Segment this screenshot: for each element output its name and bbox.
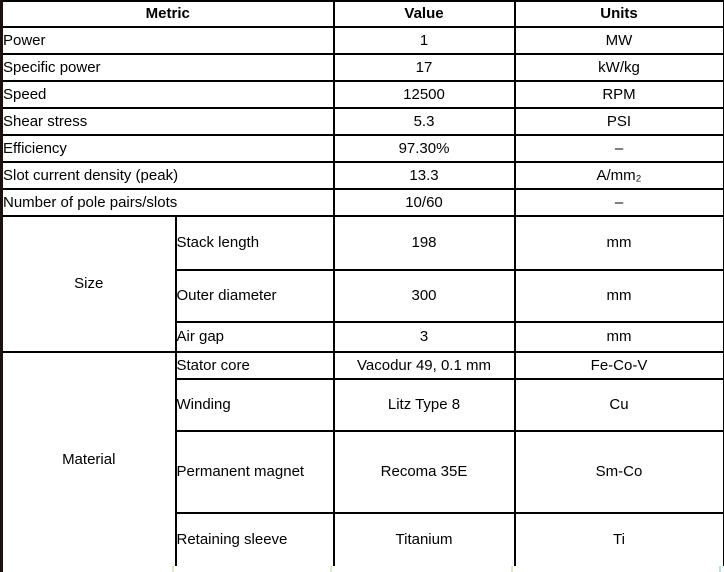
table-row-slot-current-density: Slot current density (peak) 13.3 A/mm₂ — [0, 161, 724, 190]
cell-units[interactable]: Cu — [513, 378, 724, 432]
cell-metric[interactable]: Number of pole pairs/slots — [0, 188, 335, 217]
faint-gridline — [172, 566, 174, 572]
cell-group-size[interactable]: Size — [0, 215, 177, 353]
cell-metric[interactable]: Outer diameter — [174, 269, 335, 323]
cell-metric[interactable]: Permanent magnet — [174, 430, 335, 514]
cell-units[interactable]: mm — [513, 269, 724, 323]
table-row-shear-stress: Shear stress 5.3 PSI — [0, 107, 724, 136]
cell-units[interactable]: mm — [513, 215, 724, 271]
cell-metric[interactable]: Efficiency — [0, 134, 335, 163]
cell-value[interactable]: 17 — [332, 53, 516, 82]
faint-gridline-right-edge — [719, 566, 721, 572]
table-row-stator-core: Material Stator core Vacodur 49, 0.1 mm … — [0, 351, 724, 568]
cell-units[interactable]: RPM — [513, 80, 724, 109]
cell-value[interactable]: 300 — [332, 269, 516, 323]
cell-value[interactable]: 97.30% — [332, 134, 516, 163]
cell-units[interactable]: kW/kg — [513, 53, 724, 82]
table-row-outer-diameter: Outer diameter 300 mm — [2, 269, 724, 323]
column-header-value[interactable]: Value — [332, 0, 516, 28]
gridline-strip — [0, 566, 724, 572]
table-row-pole-pairs-slots: Number of pole pairs/slots 10/60 – — [0, 188, 724, 217]
table-row-efficiency: Efficiency 97.30% – — [0, 134, 724, 163]
cell-metric[interactable]: Retaining sleeve — [174, 512, 335, 568]
cell-units[interactable]: A/mm₂ — [513, 161, 724, 190]
cell-units[interactable]: Ti — [513, 512, 724, 568]
cell-value[interactable]: 13.3 — [332, 161, 516, 190]
cell-metric[interactable]: Power — [0, 26, 335, 55]
cell-metric[interactable]: Speed — [0, 80, 335, 109]
header-row: Metric Value Units — [0, 0, 724, 28]
table-row-stack-length: Size Stack length 198 mm — [0, 215, 724, 353]
left-border-continuation — [0, 566, 3, 572]
cell-value[interactable]: Litz Type 8 — [332, 378, 516, 432]
cell-metric[interactable]: Air gap — [174, 321, 335, 353]
cell-units[interactable]: Fe-Co-V — [513, 351, 724, 380]
cell-metric[interactable]: Shear stress — [0, 107, 335, 136]
cell-units[interactable]: – — [513, 188, 724, 217]
cell-metric[interactable]: Stator core — [174, 351, 335, 380]
cell-metric[interactable]: Slot current density (peak) — [0, 161, 335, 190]
cell-metric[interactable]: Specific power — [0, 53, 335, 82]
cell-value[interactable]: 10/60 — [332, 188, 516, 217]
cell-value[interactable]: 3 — [332, 321, 516, 353]
cell-value[interactable]: 12500 — [332, 80, 516, 109]
faint-gridline — [511, 566, 513, 572]
table-row-air-gap: Air gap 3 mm — [2, 321, 724, 353]
cell-value[interactable]: 198 — [332, 215, 516, 271]
faint-gridline — [330, 566, 332, 572]
table-row-specific-power: Specific power 17 kW/kg — [0, 53, 724, 82]
cell-value[interactable]: Titanium — [332, 512, 516, 568]
column-header-metric[interactable]: Metric — [0, 0, 335, 28]
cell-units[interactable]: – — [513, 134, 724, 163]
table-row-winding: Winding Litz Type 8 Cu — [2, 378, 724, 432]
cell-metric[interactable]: Stack length — [174, 215, 335, 271]
cell-units[interactable]: Sm-Co — [513, 430, 724, 514]
table-row-power: Power 1 MW — [0, 26, 724, 55]
cell-units[interactable]: mm — [513, 321, 724, 353]
cell-value[interactable]: 1 — [332, 26, 516, 55]
cell-value[interactable]: 5.3 — [332, 107, 516, 136]
column-header-units[interactable]: Units — [513, 0, 724, 28]
table-row-speed: Speed 12500 RPM — [0, 80, 724, 109]
table-row-permanent-magnet: Permanent magnet Recoma 35E Sm-Co — [2, 430, 724, 514]
cell-value[interactable]: Recoma 35E — [332, 430, 516, 514]
cell-value[interactable]: Vacodur 49, 0.1 mm — [332, 351, 516, 380]
cell-units[interactable]: PSI — [513, 107, 724, 136]
cell-metric[interactable]: Winding — [174, 378, 335, 432]
cell-units[interactable]: MW — [513, 26, 724, 55]
cell-group-material[interactable]: Material — [0, 351, 177, 568]
